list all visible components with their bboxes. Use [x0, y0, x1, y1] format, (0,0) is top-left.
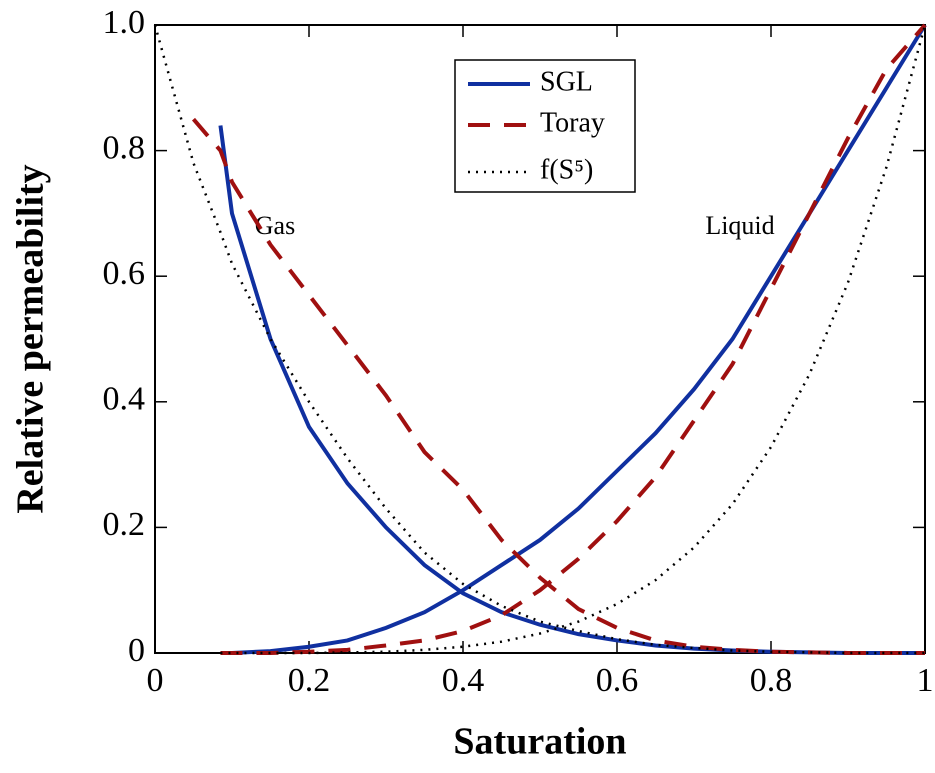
- annotation: Liquid: [705, 211, 774, 240]
- y-tick-label: 1.0: [103, 4, 146, 41]
- x-tick-label: 0.2: [288, 662, 331, 699]
- x-tick-label: 0.4: [442, 662, 485, 699]
- legend-label: f(S⁵): [540, 154, 593, 185]
- plot-frame: [154, 24, 926, 654]
- legend-label: SGL: [540, 66, 593, 97]
- x-tick-label: 0.6: [596, 662, 639, 699]
- y-tick-label: 0.6: [103, 255, 146, 292]
- y-tick-label: 0.2: [103, 506, 146, 543]
- x-axis-label: Saturation: [453, 721, 626, 763]
- x-tick-label: 1: [917, 662, 934, 699]
- y-tick-label: 0.8: [103, 129, 146, 166]
- legend-label: Toray: [540, 107, 605, 138]
- annotation: Gas: [255, 211, 295, 240]
- line-gas: [191, 117, 925, 655]
- y-tick-label: 0: [128, 632, 145, 669]
- x-tick-label: 0.8: [750, 662, 793, 699]
- x-tick-label: 0: [147, 662, 164, 699]
- y-tick-label: 0.4: [103, 381, 146, 418]
- line-gas: [218, 125, 925, 655]
- y-axis-label: Relative permeability: [10, 164, 52, 513]
